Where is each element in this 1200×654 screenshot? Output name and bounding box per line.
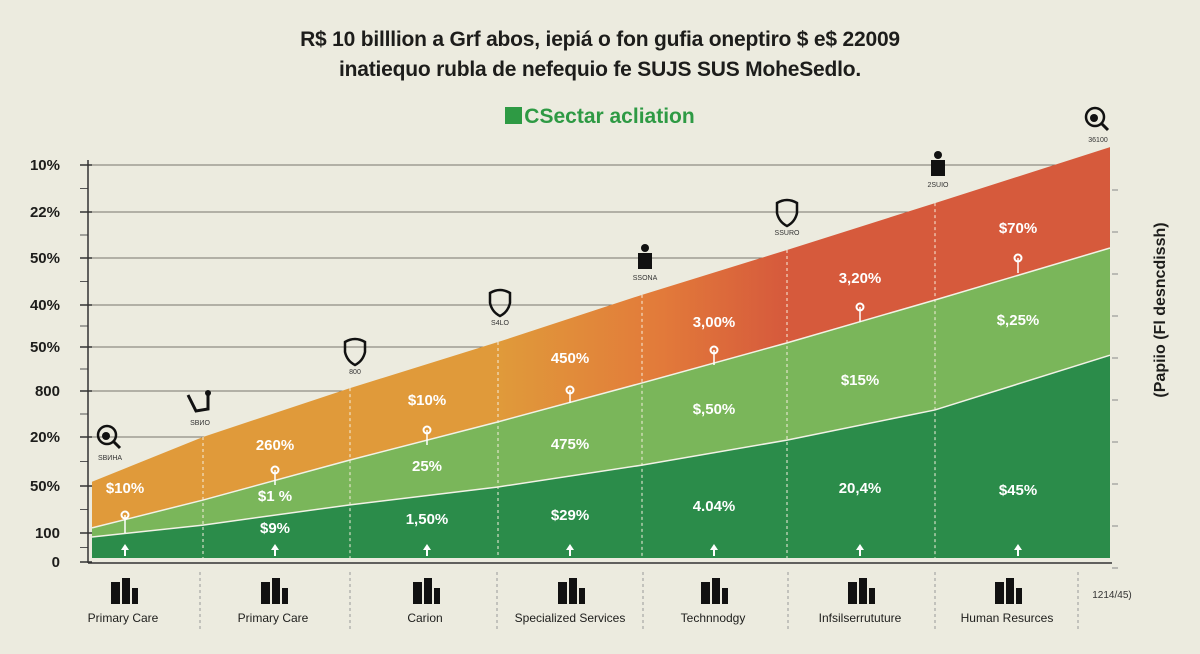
- hospital-icon: [111, 578, 138, 604]
- y-tick-label: 50%: [30, 250, 60, 267]
- person-arch-icon: [413, 578, 440, 604]
- area-orange-red: [92, 147, 1110, 528]
- arrow-up-icon: [271, 544, 279, 556]
- area-dark-green: [92, 355, 1110, 558]
- shield-clock-icon: [775, 198, 799, 228]
- category-label: Infsilserrututure: [819, 611, 902, 625]
- data-label: $15%: [841, 372, 879, 389]
- milestone-label: SBИHA: [98, 455, 122, 462]
- arrow-up-icon: [710, 544, 718, 556]
- category-label: Technnodgy: [681, 611, 746, 625]
- data-label: $,25%: [997, 312, 1040, 329]
- data-label: 4.04%: [693, 498, 736, 515]
- data-label: 3,00%: [693, 314, 736, 331]
- gears-icon: [848, 578, 875, 604]
- legend: CSectar acliation: [0, 105, 1200, 129]
- data-label: 475%: [551, 436, 589, 453]
- milestone-label: SSURO: [775, 230, 800, 237]
- series-boundary-line: [91, 354, 1111, 538]
- legend-label: CSectar acliation: [524, 105, 695, 128]
- person-wheelchair-icon: [701, 578, 728, 604]
- chart-title: R$ 10 billlion a Grf abos, iepiá o fon g…: [300, 28, 900, 51]
- y-axis-title: (Papiio (Fl desncdissh): [1152, 222, 1169, 397]
- data-label: $10%: [106, 480, 144, 497]
- data-label: 260%: [256, 437, 294, 454]
- category-label: Primary Care: [88, 611, 159, 625]
- pin-marker: [1013, 253, 1023, 263]
- stethoscope-icon: [186, 390, 211, 413]
- data-label: $1 %: [258, 488, 292, 505]
- arrow-up-icon: [121, 544, 129, 556]
- arrow-up-icon: [856, 544, 864, 556]
- data-label: $70%: [999, 220, 1037, 237]
- y-tick-label: 20%: [30, 429, 60, 446]
- data-label: 1,50%: [406, 511, 449, 528]
- chart-subtitle: inatiequo rubla de nefequio fe SUJS SUS …: [338, 58, 862, 81]
- y-tick-label: 0: [52, 554, 60, 571]
- data-label: 450%: [551, 350, 589, 367]
- y-tick-label: 22%: [30, 204, 60, 221]
- person-path-icon: [638, 244, 652, 269]
- category-label: Human Resurces: [961, 611, 1054, 625]
- data-label: 25%: [412, 458, 442, 475]
- family-icon: [261, 578, 288, 604]
- arrow-up-icon: [1014, 544, 1022, 556]
- milestone-label: SSONA: [633, 275, 658, 282]
- pin-marker: [709, 345, 719, 355]
- milestone-label: 800: [349, 369, 361, 376]
- data-label: $45%: [999, 482, 1037, 499]
- arrow-up-icon: [566, 544, 574, 556]
- data-label: $10%: [408, 392, 446, 409]
- milestone-label: 2SUIO: [927, 182, 949, 189]
- search-icon: [96, 424, 122, 450]
- y-tick-label: 50%: [30, 478, 60, 495]
- person-luggage-icon: [931, 151, 945, 176]
- data-label: $9%: [260, 520, 290, 537]
- building-person-icon: [558, 578, 585, 604]
- data-label: $,50%: [693, 401, 736, 418]
- pin-marker: [270, 465, 280, 475]
- data-label: 3,20%: [839, 270, 882, 287]
- pin-marker: [565, 385, 575, 395]
- area-light-green: [92, 247, 1110, 537]
- category-label: Primary Care: [238, 611, 309, 625]
- y-tick-label: 10%: [30, 157, 60, 174]
- y-tick-label: 100: [35, 525, 60, 542]
- data-label: 20,4%: [839, 480, 882, 497]
- y-tick-label: 50%: [30, 339, 60, 356]
- data-label: $29%: [551, 507, 589, 524]
- milestone-label: 36100: [1088, 137, 1108, 144]
- legend-swatch: [505, 107, 523, 124]
- search-person-icon: [1084, 106, 1110, 132]
- shield-percent-icon: [343, 337, 367, 367]
- pin-marker: [855, 302, 865, 312]
- bicycle-icon: [995, 578, 1022, 604]
- shield-list-icon: [488, 288, 512, 318]
- category-label: Carion: [407, 611, 442, 625]
- milestone-label: S4LO: [491, 320, 509, 327]
- y-tick-label: 800: [35, 383, 60, 400]
- pin-marker: [422, 425, 432, 435]
- category-label: Specialized Services: [515, 611, 626, 625]
- pin-marker: [120, 510, 130, 520]
- x-extra-label: 1214/45): [1092, 590, 1131, 601]
- milestone-label: SBИO: [190, 420, 210, 427]
- arrow-up-icon: [423, 544, 431, 556]
- y-tick-label: 40%: [30, 297, 60, 314]
